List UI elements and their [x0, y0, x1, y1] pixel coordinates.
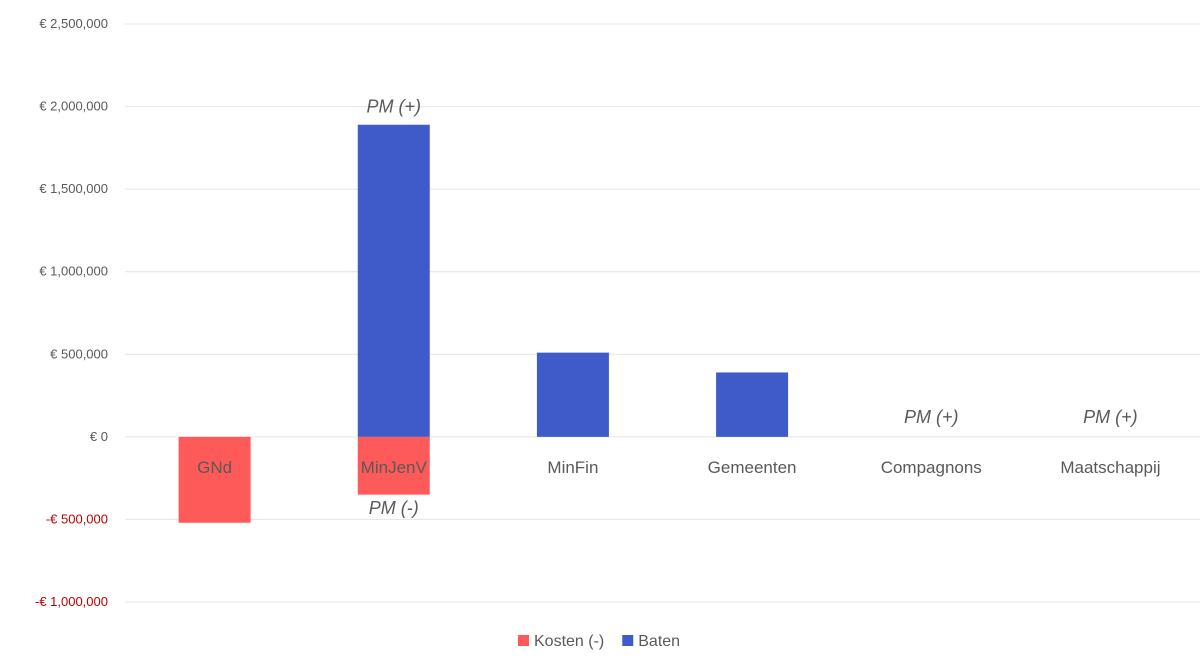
y-tick-label: -€ 500,000 [46, 511, 108, 526]
bar-baten-minfin [536, 352, 609, 437]
legend-label-kosten: Kosten (-) [534, 633, 604, 650]
bar-kosten-minjenv [357, 436, 430, 495]
annotation-label: PM (+) [1083, 407, 1138, 427]
category-labels: GNd MinJenV MinFin Gemeenten Compagnons Maats… [197, 458, 1160, 477]
y-tick-label: € 1,500,000 [39, 181, 108, 196]
category-label-gemeenten: Gemeenten [708, 458, 797, 477]
y-tick-label: € 1,000,000 [39, 264, 108, 279]
y-tick-label: € 2,500,000 [39, 16, 108, 31]
category-label-compagnons: Compagnons [881, 458, 982, 477]
bar-baten-minjenv [357, 124, 430, 437]
bar-kosten-gnd [178, 436, 251, 523]
y-axis-ticks: € 2,500,000 € 2,000,000 € 1,500,000 € 1,000… [35, 16, 108, 609]
legend-swatch-baten [622, 635, 634, 646]
bar-baten-gemeenten [716, 372, 789, 437]
annotation-label: PM (-) [369, 498, 419, 518]
annotation-label: PM (+) [904, 407, 959, 427]
gridlines [125, 23, 1200, 603]
bars [178, 124, 789, 523]
category-label-minfin: MinFin [547, 458, 598, 477]
legend-label-baten: Baten [638, 633, 680, 650]
category-label-minjenv: MinJenV [361, 458, 428, 477]
category-label-maatschappij: Maatschappij [1060, 458, 1160, 477]
annotation-label: PM (+) [366, 97, 421, 117]
y-tick-label: € 2,000,000 [39, 99, 108, 114]
legend: Kosten (-) Baten [518, 633, 680, 650]
category-label-gnd: GNd [197, 458, 232, 477]
legend-swatch-kosten [518, 635, 529, 646]
y-tick-label: -€ 1,000,000 [35, 594, 108, 609]
y-tick-label: € 0 [90, 429, 108, 444]
annotations: PM (+) PM (-) PM (+) PM (+) [366, 97, 1137, 518]
y-tick-label: € 500,000 [50, 346, 108, 361]
